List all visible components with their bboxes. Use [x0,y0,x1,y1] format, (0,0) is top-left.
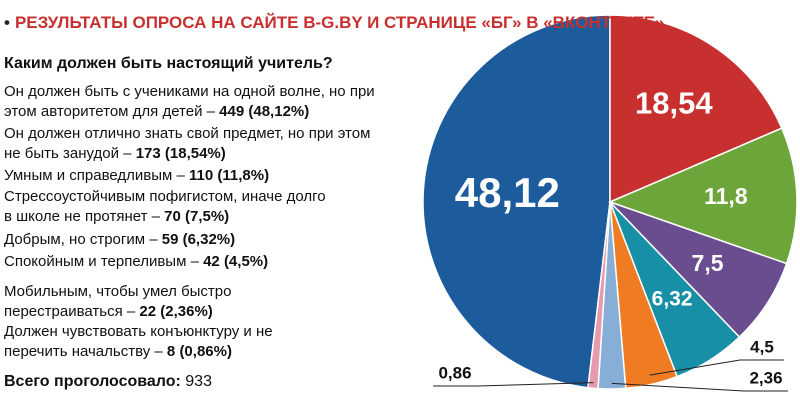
legend-count: 22 [139,303,157,320]
pie-slice [607,127,798,265]
slice-label: 2,36 [749,368,782,387]
legend-item: Должен чувствовать конъюнктуру и не пере… [4,322,319,362]
total-label: Всего проголосовало: [4,373,181,390]
separator: – [176,167,185,184]
total: Всего проголосовало: 933 [4,373,212,391]
legend-item: Добрым, но строгим – 59 (6,32%) [4,230,424,250]
total-value: 933 [185,373,212,390]
slice-label: 11,8 [704,183,748,209]
legend-text: Мобильным, чтобы умел быстро перестраива… [4,283,232,320]
legend-item: Он должен отлично знать свой предмет, но… [4,124,374,164]
slice-label: 18,54 [635,85,713,120]
separator: – [126,303,136,320]
separator: – [151,208,160,225]
legend-item: Стрессоустойчивым пофигистом, иначе долг… [4,187,334,227]
title: РЕЗУЛЬТАТЫ ОПРОСА НА САЙТЕ B-G.BY И СТРА… [4,13,664,33]
legend-percent: (0,86%) [179,343,232,360]
legend-count: 173 [135,145,161,162]
slice-label: 4,5 [750,337,774,356]
leader-line [649,359,741,376]
legend-count: 70 [164,208,181,225]
legend-percent: (4,5%) [223,253,269,270]
legend-count: 449 [219,103,245,120]
separator: – [206,103,215,120]
separator: – [190,253,199,270]
leader-line [476,382,594,387]
slice-label: 0,86 [438,363,471,382]
slice-label: 6,32 [652,287,693,310]
legend-text: Должен чувствовать конъюнктуру и не пере… [4,323,273,360]
legend-item: Умным и справедливым – 110 (11,8%) [4,166,424,186]
legend-percent: (6,32%) [182,231,236,248]
legend-text: Спокойным и терпеливым [4,253,187,270]
legend-percent: (11,8%) [217,167,270,184]
leader-line [611,382,745,392]
legend-text: Умным и справедливым [4,167,173,184]
legend-item: Спокойным и терпеливым – 42 (4,5%) [4,252,424,272]
separator: – [149,231,158,248]
slice-label: 7,5 [692,250,724,276]
legend-item: Он должен быть с учениками на одной волн… [4,82,404,122]
legend-text: Он должен быть с учениками на одной волн… [4,83,375,120]
legend-text: Он должен отлично знать свой предмет, но… [4,125,371,162]
slice-label: 48,12 [455,169,560,216]
pie-slice [587,201,611,390]
legend-percent: (2,36%) [160,303,213,320]
legend-text: Добрым, но строгим [4,231,146,248]
legend-percent: (18,54%) [164,145,226,162]
legend-item: Мобильным, чтобы умел быстро перестраива… [4,282,334,322]
separator: – [154,343,163,360]
legend-count: 8 [166,343,176,360]
separator: – [123,145,132,162]
legend-count: 42 [203,253,220,270]
legend-count: 59 [161,231,179,248]
legend-count: 110 [189,167,214,184]
legend-percent: (48,12%) [248,103,310,120]
legend-text: Стрессоустойчивым пофигистом, иначе долг… [4,188,326,225]
subtitle: Каким должен быть настоящий учитель? [4,55,333,72]
legend-percent: (7,5%) [184,208,230,225]
